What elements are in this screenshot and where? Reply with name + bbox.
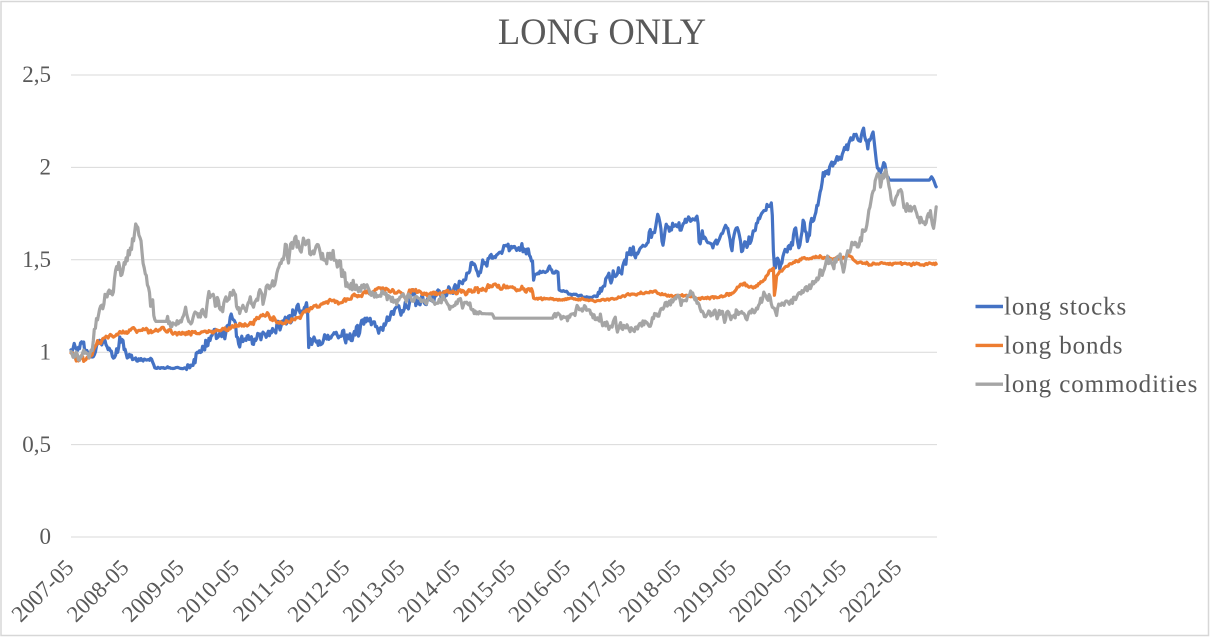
svg-text:2,5: 2,5 — [22, 62, 51, 87]
svg-text:1,5: 1,5 — [22, 247, 51, 272]
svg-text:2: 2 — [40, 155, 52, 180]
svg-text:long commodities: long commodities — [1004, 371, 1198, 398]
svg-text:0,5: 0,5 — [22, 432, 51, 457]
svg-text:long bonds: long bonds — [1004, 332, 1123, 359]
svg-text:1: 1 — [40, 339, 52, 364]
svg-text:0: 0 — [40, 524, 52, 549]
svg-text:LONG ONLY: LONG ONLY — [498, 11, 706, 52]
svg-text:long stocks: long stocks — [1004, 294, 1127, 321]
